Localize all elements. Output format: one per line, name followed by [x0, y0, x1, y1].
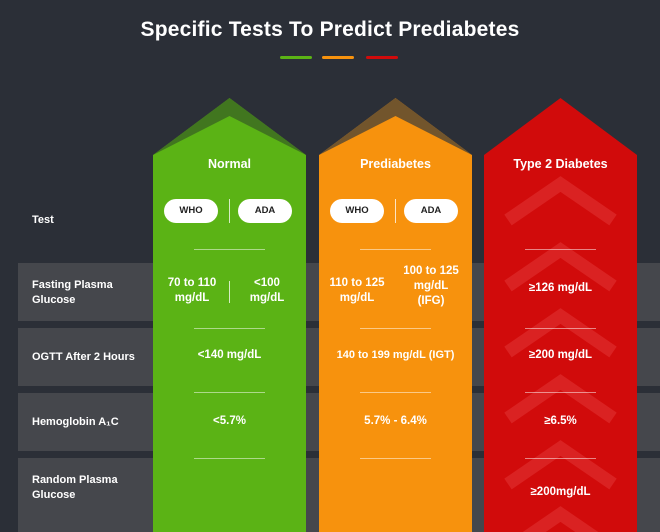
pill-divider [229, 199, 230, 223]
diabetes-arrow-shape [484, 98, 637, 532]
diabetes-hba1c: ≥6.5% [544, 415, 577, 427]
row-label-fasting: Fasting Plasma Glucose [32, 279, 113, 306]
divider [525, 458, 596, 459]
page-title: Specific Tests To Predict Prediabetes [140, 18, 520, 41]
prediabetes-hba1c: 5.7% - 6.4% [364, 415, 427, 427]
column-header-diabetes: Type 2 Diabetes [513, 157, 608, 171]
column-prediabetes: Prediabetes WHO ADA 110 to 125 mg/dL 100… [319, 98, 472, 532]
pill-ada-prediabetes: ADA [404, 199, 458, 223]
diabetes-fasting: ≥126 mg/dL [528, 282, 593, 294]
title-underline-red [366, 56, 398, 59]
divider [360, 392, 431, 393]
diabetes-ogtt: ≥200 mg/dL [528, 349, 593, 361]
pill-who-normal: WHO [164, 199, 218, 223]
title-underline-green [280, 56, 312, 59]
row-label-hba1c: Hemoglobin A₁C [32, 416, 119, 428]
row-label-test: Test [32, 214, 54, 226]
divider [194, 392, 265, 393]
pill-divider [395, 199, 396, 223]
divider [525, 249, 596, 250]
divider [360, 328, 431, 329]
prediabetes-fasting-who: 110 to 125 mg/dL [329, 277, 385, 304]
normal-fasting-who: 70 to 110 mg/dL [167, 277, 217, 304]
divider [194, 328, 265, 329]
normal-fasting-ada: <100 mg/dL [249, 277, 285, 304]
row-label-random: Random Plasma Glucose [32, 474, 118, 501]
column-diabetes: Type 2 Diabetes ≥126 mg/dL ≥200 mg/dL ≥6… [484, 98, 637, 532]
column-header-normal: Normal [207, 157, 252, 171]
cell-divider [229, 281, 230, 303]
normal-hba1c: <5.7% [213, 415, 246, 427]
title-underline-orange [322, 56, 354, 59]
divider [194, 249, 265, 250]
normal-ogtt: <140 mg/dL [197, 349, 262, 361]
prediabetes-fasting-ada: 100 to 125 mg/dL (IFG) [403, 265, 459, 307]
divider [360, 458, 431, 459]
divider [194, 458, 265, 459]
divider [525, 392, 596, 393]
column-header-prediabetes: Prediabetes [360, 157, 431, 171]
divider [360, 249, 431, 250]
column-normal: Normal WHO ADA 70 to 110 mg/dL <100 mg/d… [153, 98, 306, 532]
pill-ada-normal: ADA [238, 199, 292, 223]
pill-who-prediabetes: WHO [330, 199, 384, 223]
diabetes-random: ≥200mg/dL [530, 486, 591, 498]
row-label-ogtt: OGTT After 2 Hours [32, 351, 135, 363]
divider [525, 328, 596, 329]
prediabetes-ogtt: 140 to 199 mg/dL (IGT) [336, 349, 455, 361]
